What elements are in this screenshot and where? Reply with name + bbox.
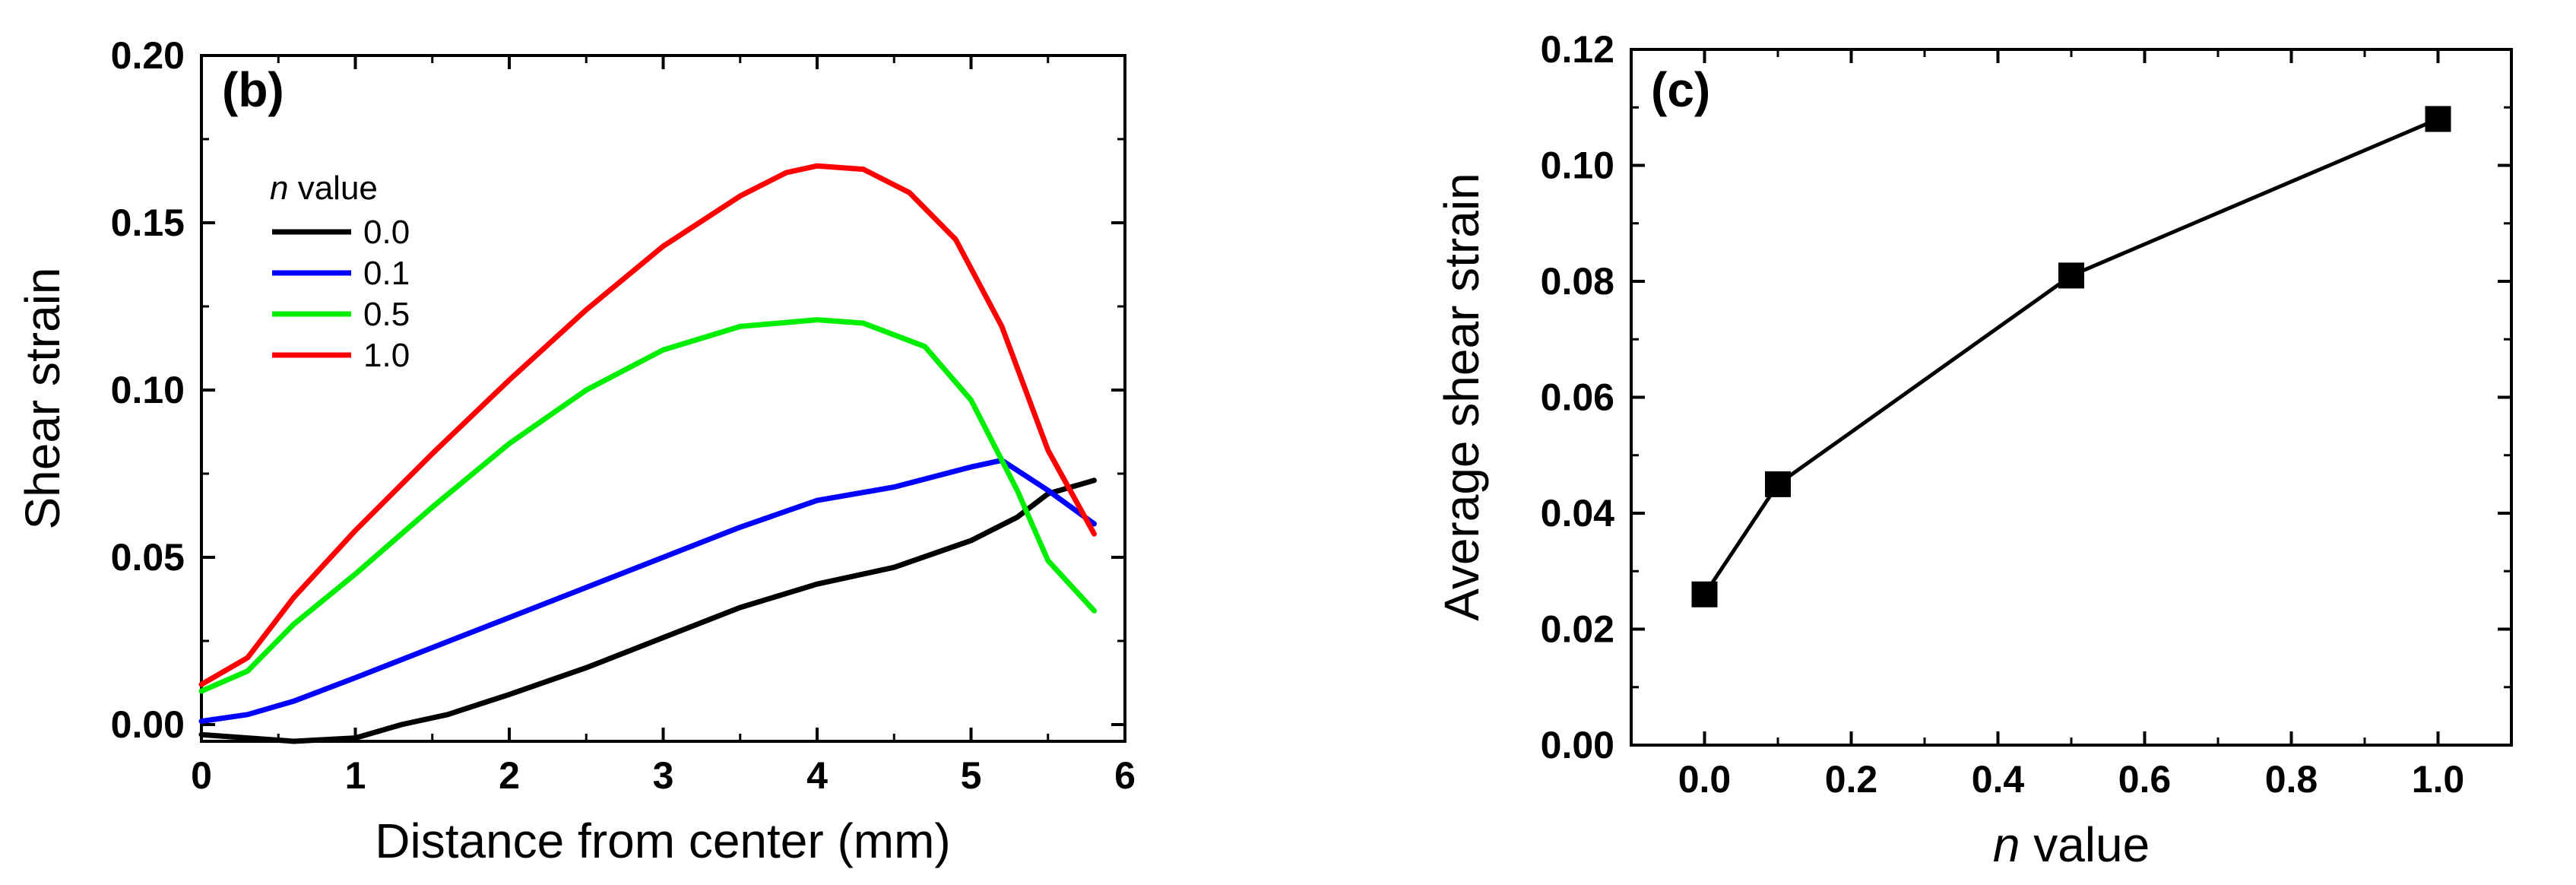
- panel-c-y-tick-label: 0.00: [1541, 724, 1614, 766]
- panel-c-x-tick-label: 0.2: [1825, 758, 1878, 801]
- panel-c-x-tick-label: 0.0: [1678, 758, 1732, 801]
- panel-c-marker-point: [2058, 262, 2084, 289]
- panel-b-y-tick-label: 0.00: [111, 703, 185, 746]
- panel-c-plot-frame: [1630, 48, 2513, 747]
- panel-c-x-tick-label: 0.4: [1972, 758, 2025, 801]
- panel-c-series-line: [1703, 117, 2439, 596]
- panel-b-series-line-0.1: [198, 457, 1097, 725]
- panel-b-legend: n value 0.0 0.1 0.5 1.0: [270, 170, 410, 374]
- panel-b-series-line-0.5: [198, 317, 1097, 694]
- legend-label-1.0: 1.0: [363, 337, 410, 374]
- panel-b-series-line-1.0: [198, 163, 1097, 687]
- panel-b-y-tick-label: 0.10: [111, 369, 185, 411]
- panel-c-x-tick-label: 0.8: [2265, 758, 2318, 801]
- panel-c-marker-point: [1765, 471, 1791, 497]
- panel-b-x-tick-label: 3: [653, 754, 674, 797]
- panel-c-label: (c): [1651, 62, 1710, 117]
- panel-c-x-axis-title-italic: n: [1993, 817, 2020, 872]
- panel-c-marker-point: [2425, 106, 2451, 132]
- panel-c-markers: [1691, 106, 2451, 607]
- panel-c-x-axis-title-rest: value: [2020, 817, 2150, 872]
- panel-b-y-tick-labels: 0.00 0.05 0.10 0.15 0.20: [111, 34, 185, 746]
- panel-c-series-lines: [1703, 117, 2439, 596]
- panel-c: 0.0 0.2 0.4 0.6 0.8 1.0 0.000.020.040.060.080…: [1434, 28, 2513, 872]
- panel-c-y-tick-label: 0.08: [1541, 260, 1614, 303]
- panel-c-y-tick-label: 0.02: [1541, 608, 1614, 651]
- panel-c-marker-point: [1691, 581, 1718, 607]
- legend-title: n value: [270, 170, 378, 207]
- panel-b: 0 1 2 3 4 5 6 0.00 0.05 0.10 0.15 0.20 (b) Distanc…: [15, 34, 1136, 868]
- panel-b-x-tick-label: 2: [499, 754, 520, 797]
- panel-b-y-tick-label: 0.05: [111, 536, 185, 579]
- panel-c-x-tick-label: 0.6: [2118, 758, 2172, 801]
- panel-b-x-tick-label: 4: [806, 754, 828, 797]
- panel-b-x-tick-label: 1: [345, 754, 366, 797]
- panel-c-y-tick-label: 0.10: [1541, 144, 1614, 187]
- panel-b-y-axis-title: Shear strain: [15, 267, 70, 529]
- panel-b-y-tick-label: 0.20: [111, 34, 185, 77]
- panel-b-label: (b): [222, 62, 284, 117]
- panel-c-y-tick-label: 0.06: [1541, 376, 1614, 419]
- panel-b-x-axis-title: Distance from center (mm): [375, 814, 950, 868]
- panel-b-ticks: [200, 54, 1126, 741]
- legend-label-0.0: 0.0: [363, 214, 410, 251]
- panel-b-y-tick-label: 0.15: [111, 201, 185, 244]
- legend-items: 0.0 0.1 0.5 1.0: [272, 214, 410, 374]
- panel-c-y-axis-title: Average shear strain: [1434, 173, 1489, 620]
- panel-b-x-tick-label: 5: [961, 754, 982, 797]
- panel-c-y-tick-labels: 0.00 0.02 0.04 0.06 0.08 0.10 0.12: [1541, 28, 1615, 766]
- panel-b-x-tick-label: 0: [191, 754, 212, 797]
- legend-label-0.1: 0.1: [363, 255, 410, 292]
- panel-c-x-tick-label: 1.0: [2412, 758, 2465, 801]
- panel-b-x-tick-labels: 0 1 2 3 4 5 6: [191, 754, 1136, 797]
- panel-b-series-lines: [198, 163, 1097, 744]
- legend-label-0.5: 0.5: [363, 296, 410, 333]
- legend-title-italic: n: [270, 170, 288, 207]
- panel-c-y-tick-label: 0.12: [1541, 28, 1614, 71]
- legend-title-rest: value: [288, 170, 377, 207]
- panel-c-ticks: [1630, 48, 2513, 747]
- panel-b-x-tick-label: 6: [1114, 754, 1136, 797]
- panel-c-x-tick-labels: 0.0 0.2 0.4 0.6 0.8 1.0: [1678, 758, 2465, 801]
- panel-c-x-axis-title: n value: [1993, 817, 2150, 872]
- panel-c-y-tick-label: 0.04: [1541, 492, 1615, 534]
- panel-b-series-line-0.0: [198, 477, 1097, 744]
